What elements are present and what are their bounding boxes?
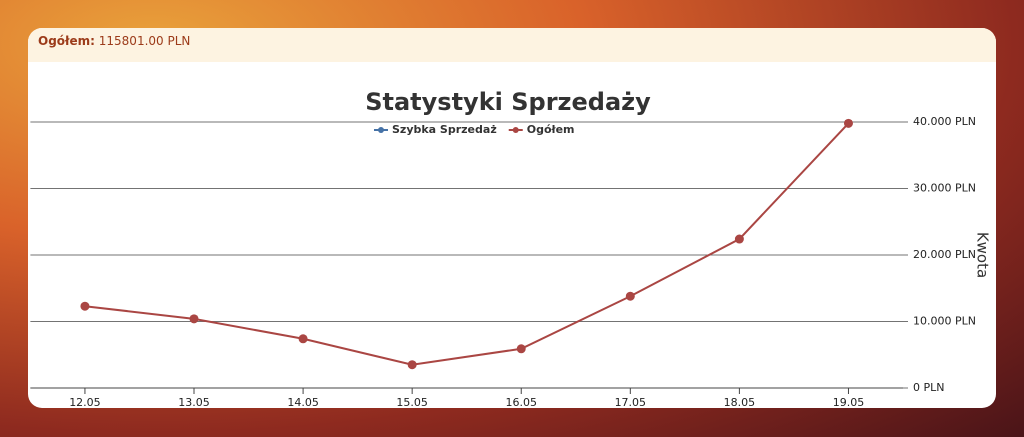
x-tick-label: 13.05 bbox=[178, 396, 210, 409]
x-tick-label: 19.05 bbox=[833, 396, 865, 409]
x-tick-label: 17.05 bbox=[615, 396, 647, 409]
data-point bbox=[407, 360, 417, 370]
legend-marker bbox=[378, 127, 384, 133]
data-point bbox=[516, 344, 526, 354]
y-tick-label: 40.000 PLN bbox=[913, 115, 976, 128]
data-point bbox=[189, 314, 199, 324]
data-point bbox=[298, 334, 308, 344]
y-tick-label: 10.000 PLN bbox=[913, 315, 976, 328]
y-axis-title: Kwota bbox=[974, 232, 992, 278]
header-label: Ogółem: bbox=[38, 34, 95, 48]
x-tick-label: 16.05 bbox=[505, 396, 537, 409]
chart-title: Statystyki Sprzedaży bbox=[365, 88, 651, 116]
card: Ogółem: 115801.00 PLN bbox=[28, 28, 996, 408]
y-tick-label: 20.000 PLN bbox=[913, 248, 976, 261]
y-tick-label: 0 PLN bbox=[913, 381, 945, 394]
x-tick-label: 14.05 bbox=[287, 396, 319, 409]
legend-label: Ogółem bbox=[527, 123, 575, 136]
legend-marker bbox=[512, 127, 519, 133]
data-point bbox=[734, 234, 744, 244]
header: Ogółem: 115801.00 PLN bbox=[28, 28, 996, 62]
y-tick-label: 30.000 PLN bbox=[913, 182, 976, 195]
legend-label: Szybka Sprzedaż bbox=[392, 123, 497, 136]
header-value: 115801.00 PLN bbox=[98, 34, 191, 48]
data-point bbox=[843, 118, 853, 128]
data-point bbox=[80, 301, 90, 311]
x-tick-label: 12.05 bbox=[69, 396, 101, 409]
x-tick-label: 18.05 bbox=[724, 396, 756, 409]
series-line bbox=[84, 122, 850, 366]
data-point bbox=[625, 291, 635, 301]
x-tick-label: 15.05 bbox=[396, 396, 428, 409]
